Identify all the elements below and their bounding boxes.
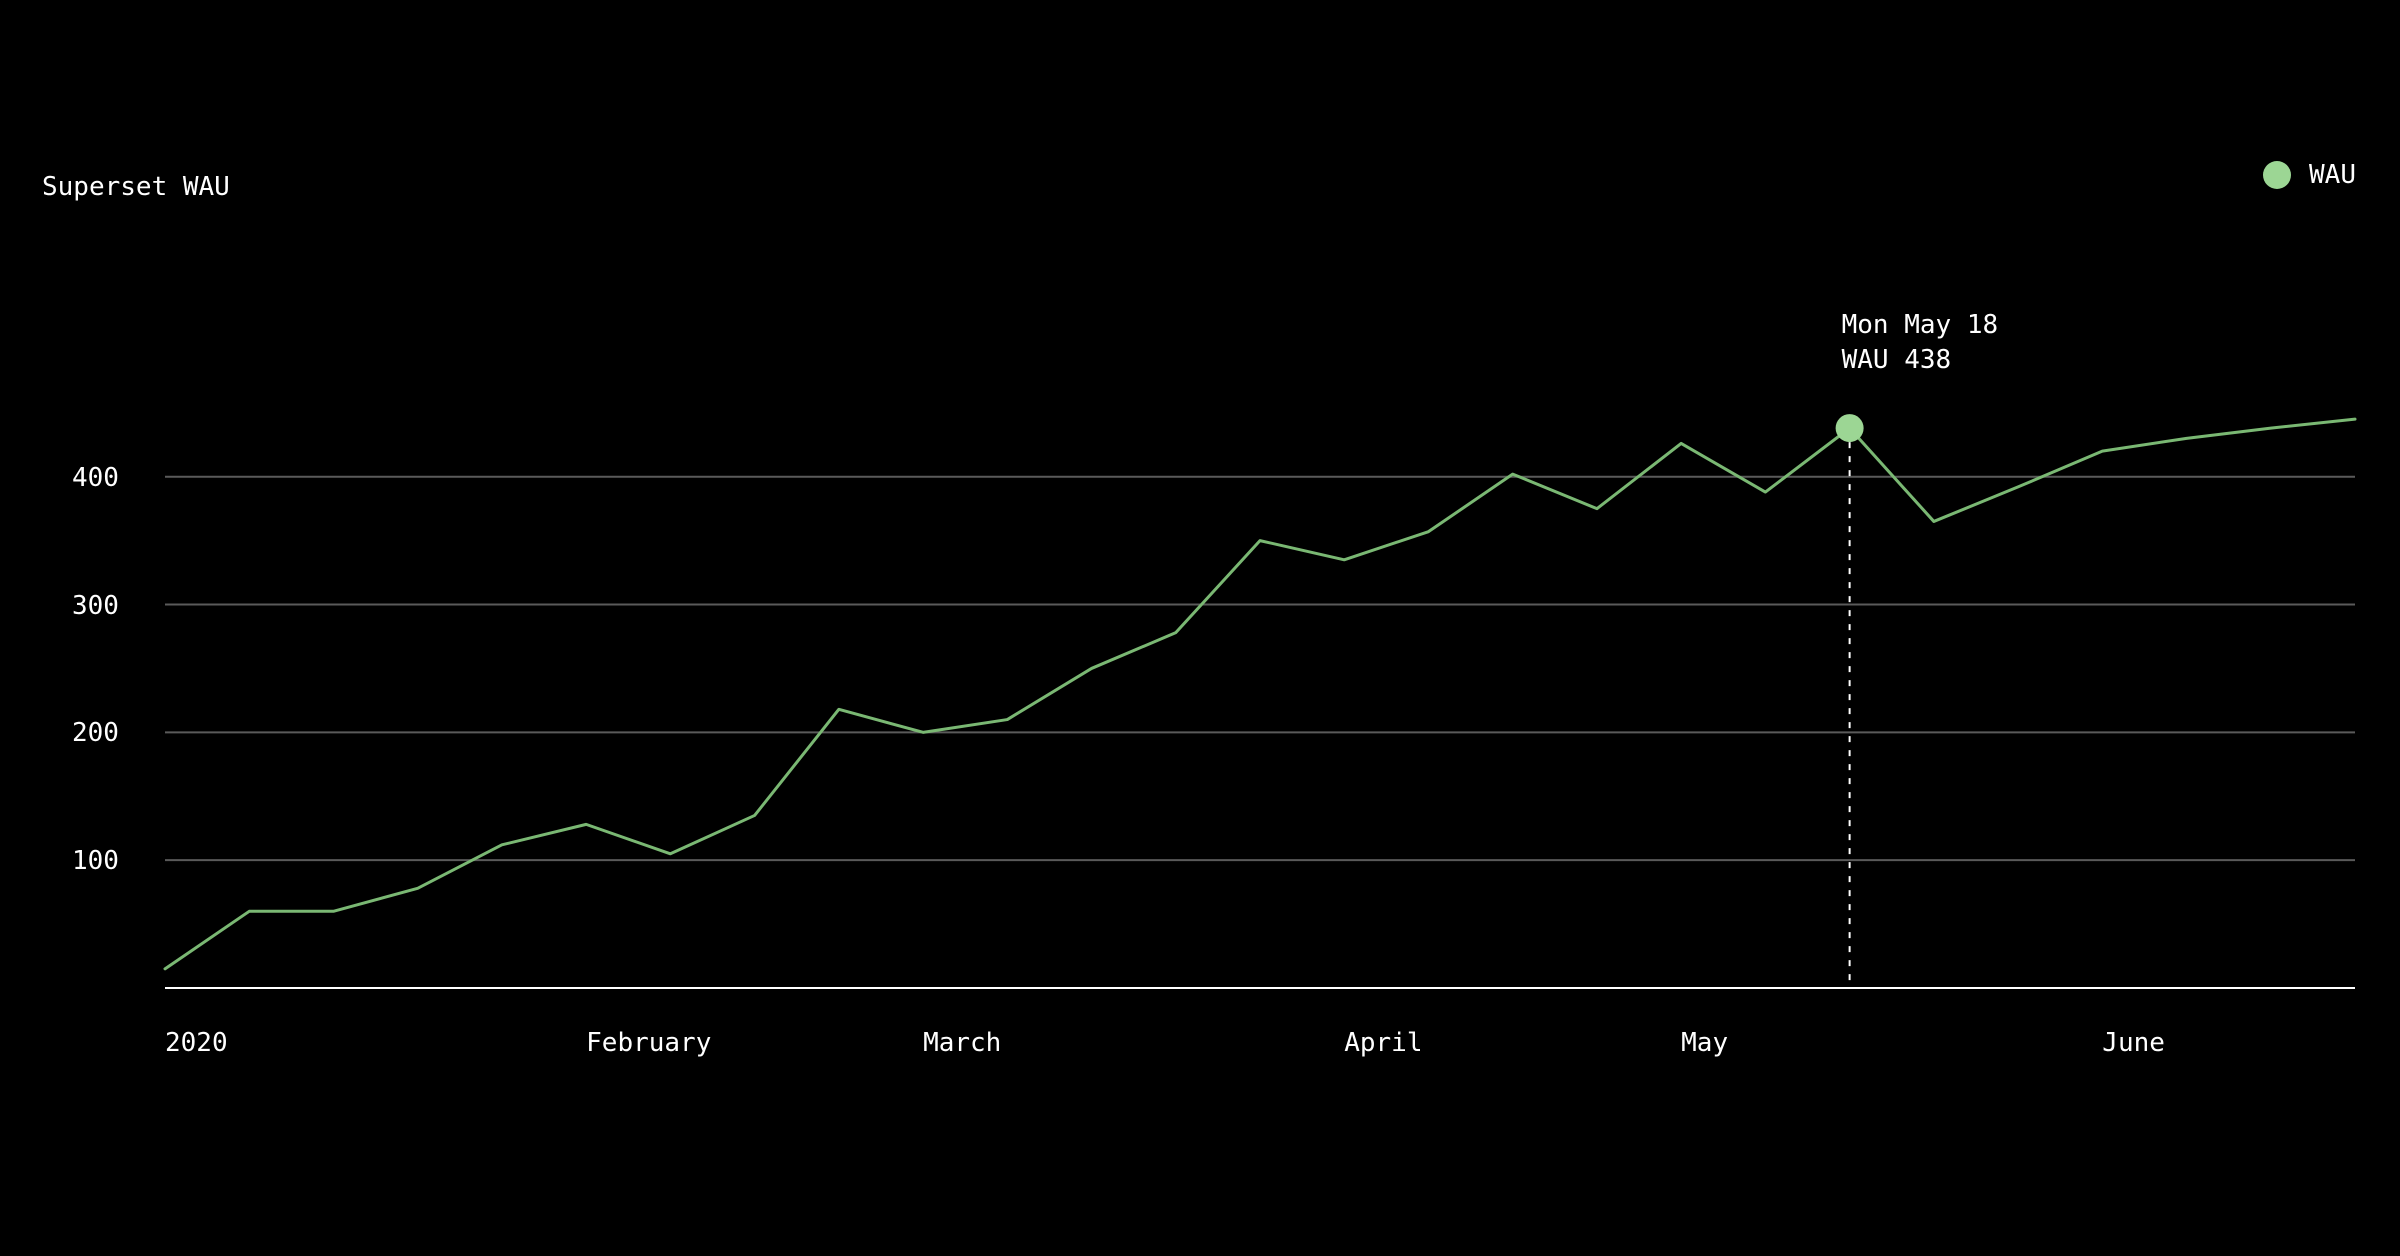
- x-tick-label: May: [1681, 1028, 1728, 1058]
- x-tick-label: 2020: [165, 1028, 228, 1058]
- data-line: [165, 419, 2355, 969]
- y-tick-label: 400: [72, 463, 119, 493]
- y-tick-label: 200: [72, 718, 119, 748]
- x-tick-label: February: [586, 1028, 711, 1058]
- gridlines: [165, 477, 2355, 860]
- chart-container: Superset WAU WAU 100200300400 2020Februa…: [0, 0, 2400, 1256]
- tooltip-line1: Mon May 18: [1842, 308, 1999, 343]
- y-tick-label: 300: [72, 591, 119, 621]
- x-tick-label: March: [923, 1028, 1001, 1058]
- y-tick-label: 100: [72, 846, 119, 876]
- x-tick-label: June: [2102, 1028, 2165, 1058]
- chart-svg: [0, 0, 2400, 1256]
- highlight-tooltip: Mon May 18 WAU 438: [1842, 308, 1999, 378]
- x-tick-label: April: [1344, 1028, 1422, 1058]
- highlight-layer: [1836, 414, 1864, 988]
- tooltip-line2: WAU 438: [1842, 343, 1999, 378]
